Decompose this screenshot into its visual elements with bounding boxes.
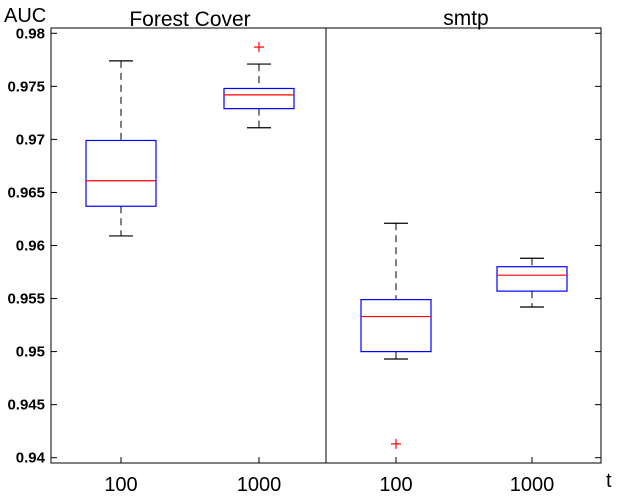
y-tick-label: 0.95 [16,344,45,361]
x-tick-label: 1000 [510,474,555,496]
x-axis-ticks: 100 1000 100 1000 [104,457,554,496]
x-axis-label: t [606,470,612,492]
outlier-marker [254,42,264,53]
iqr-box [85,139,157,207]
y-tick-label: 0.955 [7,291,45,308]
boxes-layer [85,42,568,449]
y-axis-label: AUC [4,5,46,27]
box-0-1 [223,42,295,129]
box-1-0 [360,222,432,449]
x-tick-label: 100 [379,474,412,496]
y-tick-label: 0.94 [16,450,46,467]
iqr-box [223,87,295,110]
y-tick-label: 0.96 [16,238,45,255]
y-tick-label: 0.98 [16,25,45,42]
outlier-marker [391,438,401,449]
iqr-box [360,299,432,353]
y-axis-ticks: 0.94 0.945 0.95 0.955 0.96 0.965 0.97 0.975 0.98 [7,25,601,467]
x-tick-label: 1000 [237,474,282,496]
box-1-1 [496,257,568,308]
group-title-smtp: smtp [443,7,489,30]
box-0-0 [85,60,157,237]
y-tick-label: 0.975 [7,78,45,95]
y-tick-label: 0.97 [16,131,45,148]
iqr-box [496,266,568,292]
y-tick-label: 0.945 [7,397,45,414]
y-tick-label: 0.965 [7,184,45,201]
group-title-forest-cover: Forest Cover [129,8,250,31]
x-tick-label: 100 [104,474,137,496]
